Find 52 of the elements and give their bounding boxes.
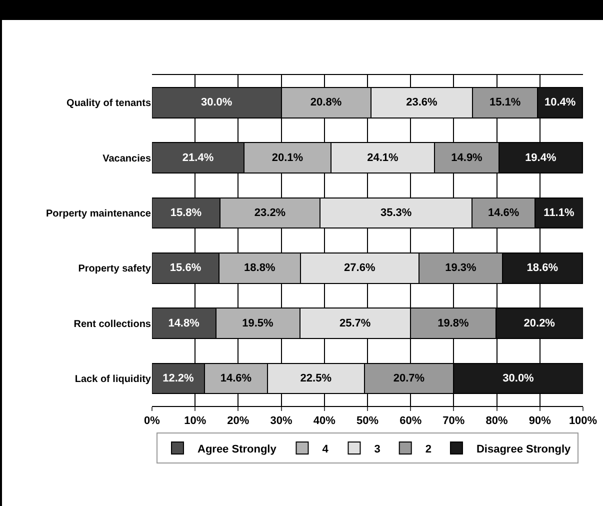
x-tick-label: 20% [227,415,250,428]
data-label: 24.1% [367,152,399,164]
data-label: 18.6% [526,262,558,274]
data-label: 23.2% [254,206,286,219]
legend-label: 2 [425,443,432,456]
data-label: 12.2% [162,372,194,384]
data-label: 27.6% [344,262,376,274]
data-label: 19.5% [242,317,274,330]
data-label: 20.7% [393,372,425,384]
x-tick-label: 0% [144,415,160,428]
data-label: 14.8% [168,317,200,330]
data-label: 19.4% [525,152,556,164]
x-tick-label: 90% [528,415,552,428]
data-label: 21.4% [182,152,214,164]
x-tick-label: 100% [568,415,598,428]
data-label: 11.1% [544,206,574,219]
data-label: 15.8% [170,206,202,219]
y-tick-label: Rent collections [74,318,152,330]
data-label: 19.3% [445,262,477,274]
data-label: 30.0% [200,96,232,109]
y-tick-label: Lack of liquidity [74,374,152,385]
y-tick-label: Porperty maintenance [46,208,152,220]
legend-label: 4 [322,443,330,456]
data-label: 25.7% [340,317,371,330]
legend-label: Agree Strongly [198,443,278,456]
y-tick-label: Property safety [78,264,152,275]
data-label: 14.6% [220,372,252,384]
data-label: 20.1% [272,152,304,164]
data-label: 15.6% [170,262,202,274]
data-label: 10.4% [544,96,576,109]
x-tick-label: 10% [184,415,206,428]
data-label: 20.8% [310,96,342,109]
x-tick-label: 80% [486,415,508,428]
legend-label: Disagree Strongly [476,443,572,456]
x-tick-label: 50% [356,415,379,428]
x-tick-label: 60% [400,415,422,428]
legend-label: 3 [374,443,380,456]
x-tick-label: 70% [442,415,465,428]
data-label: 19.8% [438,317,469,330]
data-label: 15.1% [489,96,521,109]
data-label: 30.0% [502,372,534,384]
data-label: 23.6% [406,96,438,109]
data-label: 22.5% [300,372,332,384]
data-label: 18.8% [244,262,276,274]
y-tick-label: Quality of tenants [66,98,152,110]
data-label: 20.2% [524,317,556,330]
y-tick-label: Vacancies [102,153,152,164]
x-tick-label: 30% [270,415,293,428]
x-tick-label: 40% [313,415,336,428]
data-label: 35.3% [380,206,412,219]
data-label: 14.6% [488,206,520,219]
data-label: 14.9% [451,152,483,164]
